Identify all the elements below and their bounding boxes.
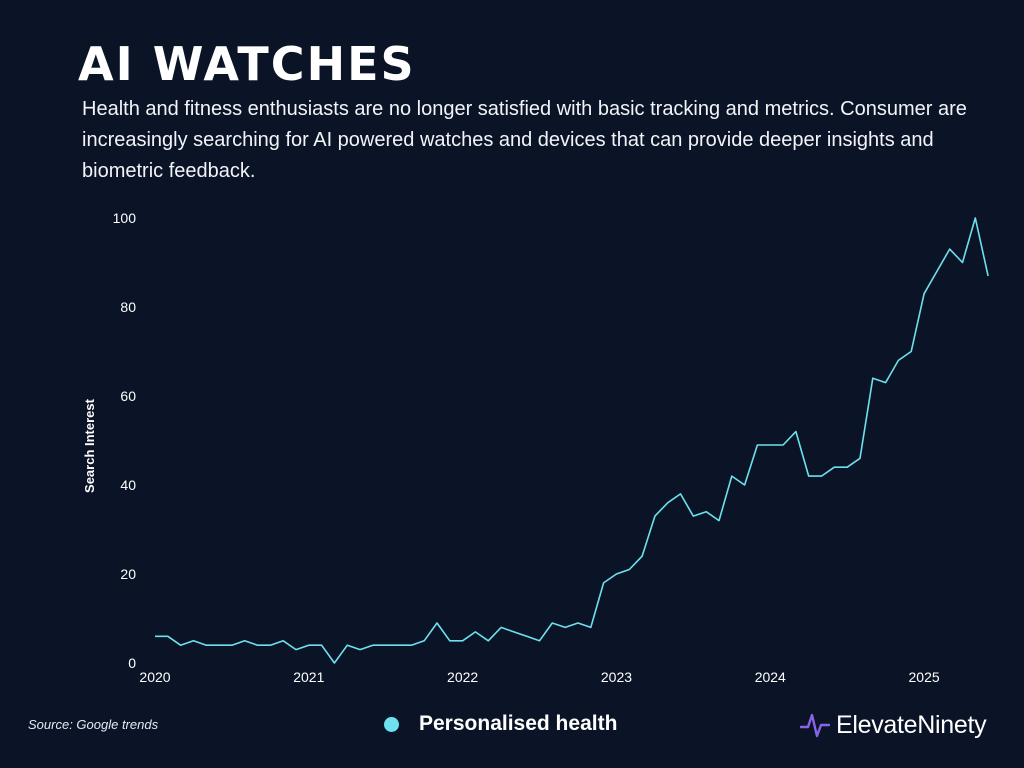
x-tick-label: 2025 xyxy=(909,669,940,685)
heartbeat-icon xyxy=(800,713,830,738)
y-tick-label: 80 xyxy=(120,299,136,315)
y-tick-label: 0 xyxy=(128,655,136,671)
x-tick-label: 2024 xyxy=(755,669,786,685)
series-line-personalised-health xyxy=(155,217,989,664)
series-layer xyxy=(155,217,989,664)
brand-name: ElevateNinety xyxy=(836,710,987,739)
x-tick-label: 2020 xyxy=(139,669,170,685)
x-axis-ticks: 2020 2021 2022 2023 2024 2025 xyxy=(139,669,939,685)
y-tick-label: 20 xyxy=(120,566,136,582)
chart-legend[interactable]: Personalised health xyxy=(384,712,617,736)
y-axis-ticks: 0 20 40 60 80 100 xyxy=(113,210,137,671)
legend-label: Personalised health xyxy=(419,712,618,735)
y-axis-label: Search Interest xyxy=(82,398,97,493)
source-note: Source: Google trends xyxy=(28,717,159,732)
y-tick-label: 100 xyxy=(113,210,137,226)
legend-dot-icon xyxy=(384,716,399,732)
y-tick-label: 40 xyxy=(120,477,136,493)
x-tick-label: 2021 xyxy=(293,669,324,685)
brand-logo: ElevateNinety xyxy=(800,710,987,740)
page-subtitle: Health and fitness enthusiasts are no lo… xyxy=(82,98,967,182)
page-title: AI WATCHES xyxy=(78,37,416,91)
y-tick-label: 60 xyxy=(120,388,136,404)
line-chart: 0 20 40 60 80 100 2020 2021 2022 2023 2024 2025 Se… xyxy=(82,210,989,685)
x-tick-label: 2022 xyxy=(447,669,478,685)
x-tick-label: 2023 xyxy=(601,669,632,685)
